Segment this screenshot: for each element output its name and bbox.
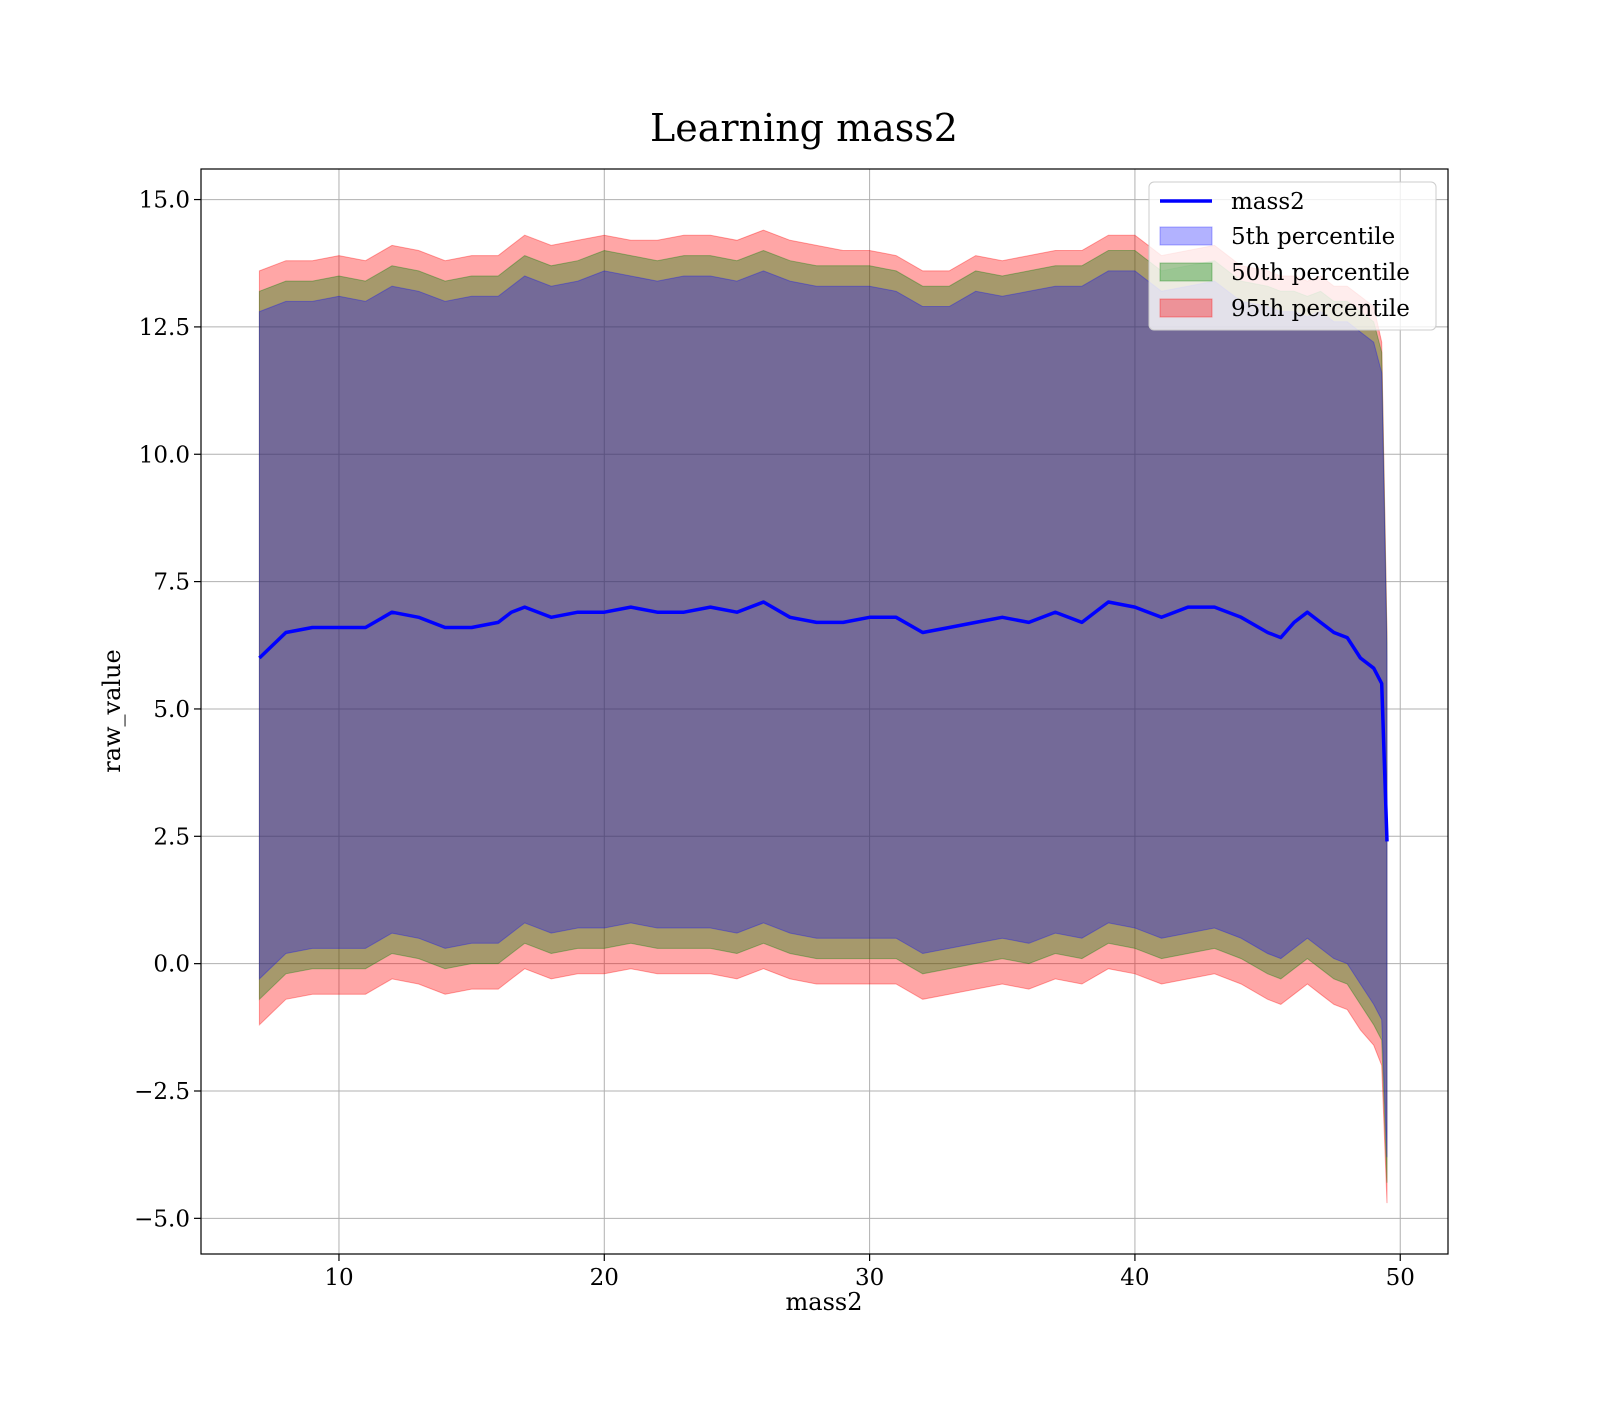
line-layer xyxy=(258,600,1389,842)
grid-layer xyxy=(201,169,1448,1254)
tick-layer: 10 20 30 40 50 −5.0 −2.5 0.0 2.5 5.0 7.5 10.0 12.5 15… xyxy=(134,188,1415,1291)
legend-label-50th: 50th percentile xyxy=(1231,260,1410,286)
x-tick-label-3: 40 xyxy=(1120,1265,1149,1291)
y-tick-label-7: 12.5 xyxy=(139,315,190,341)
legend-swatch-5th xyxy=(1159,226,1213,246)
y-tick-label-2: 0.0 xyxy=(153,952,190,978)
y-tick-label-1: −2.5 xyxy=(134,1079,190,1105)
legend-swatch-50th xyxy=(1159,262,1213,282)
series-line-mass2 xyxy=(258,600,1389,842)
x-tick-label-0: 10 xyxy=(324,1265,353,1291)
legend: mass2 5th percentile 50th percentile 95t… xyxy=(1148,181,1437,331)
plot-frame xyxy=(200,168,1449,1255)
legend-swatch-95th xyxy=(1159,298,1213,318)
legend-label-5th: 5th percentile xyxy=(1231,224,1395,250)
x-axis-label: mass2 xyxy=(786,1288,863,1316)
band-5th-percentile xyxy=(258,270,1388,1158)
y-tick-label-5: 7.5 xyxy=(153,570,190,596)
x-tick-label-2: 30 xyxy=(855,1265,884,1291)
legend-label-mass2: mass2 xyxy=(1231,189,1305,215)
legend-label-95th: 95th percentile xyxy=(1231,296,1410,322)
y-tick-label-4: 5.0 xyxy=(153,697,190,723)
band-50th-percentile xyxy=(258,249,1388,1183)
x-tick-label-1: 20 xyxy=(590,1265,619,1291)
y-tick-label-8: 15.0 xyxy=(139,188,190,214)
band-95th-percentile xyxy=(258,229,1388,1204)
legend-box xyxy=(1148,181,1437,331)
x-tick-label-4: 50 xyxy=(1386,1265,1415,1291)
y-tick-label-3: 2.5 xyxy=(153,824,190,850)
chart-title: Learning mass2 xyxy=(650,106,958,150)
y-tick-label-0: −5.0 xyxy=(134,1206,190,1232)
band-layer xyxy=(258,229,1388,1204)
y-axis-label: raw_value xyxy=(98,649,126,773)
y-tick-label-6: 10.0 xyxy=(139,442,190,468)
